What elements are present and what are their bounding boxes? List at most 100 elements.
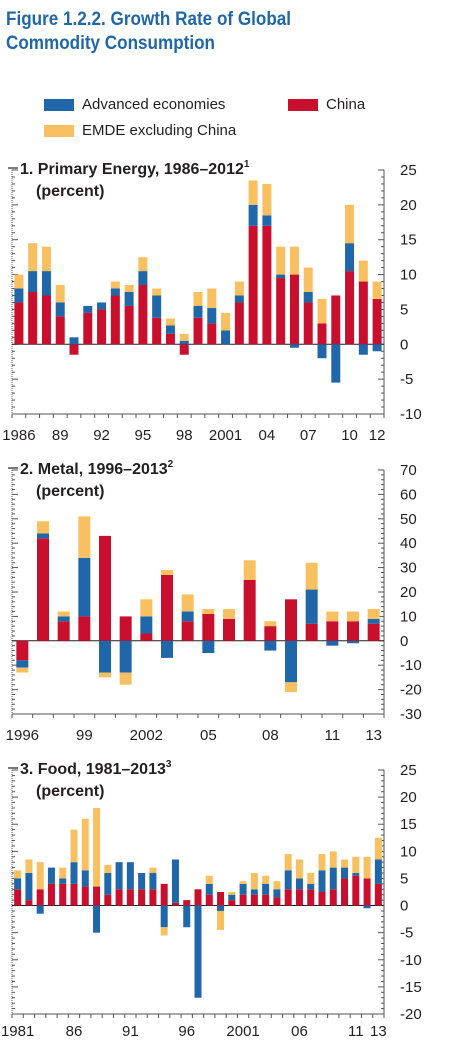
y-tick-label-metal: 10 <box>400 608 417 625</box>
bar-china-2004 <box>262 225 272 345</box>
bar-advanced-economies-1996 <box>16 660 29 668</box>
bar-emde-excluding-china-1998 <box>57 611 70 617</box>
bar-emde-excluding-china-2010 <box>341 859 349 868</box>
bar-advanced-economies-2013 <box>367 618 380 624</box>
bar-advanced-economies-2009 <box>331 344 341 383</box>
bar-emde-excluding-china-2006 <box>289 246 299 275</box>
bar-emde-excluding-china-2013 <box>374 837 382 860</box>
bar-advanced-economies-2006 <box>289 344 299 348</box>
bar-emde-excluding-china-1993 <box>110 281 120 289</box>
bar-china-2000 <box>207 323 217 345</box>
bar-emde-excluding-china-1987 <box>81 818 89 871</box>
x-tick-label-food: 96 <box>178 1023 195 1040</box>
y-tick-label-food: -15 <box>400 979 422 996</box>
bar-emde-excluding-china-2001 <box>119 672 132 685</box>
bar-advanced-economies-1983 <box>36 905 44 914</box>
bar-emde-excluding-china-2006 <box>295 859 303 879</box>
bar-advanced-economies-2002 <box>234 295 244 303</box>
y-tick-label-energy: 5 <box>400 301 408 318</box>
y-tick-label-food: 15 <box>400 816 417 833</box>
bar-advanced-economies-1990 <box>115 862 123 890</box>
y-tick-label-metal: 30 <box>400 560 417 577</box>
bar-advanced-economies-2002 <box>250 889 258 895</box>
bar-emde-excluding-china-2003 <box>248 180 258 205</box>
bar-china-2012 <box>347 621 359 641</box>
bar-china-2012 <box>372 298 382 345</box>
x-tick-label-metal: 13 <box>365 727 382 744</box>
y-tick-label-food: 10 <box>400 843 417 860</box>
bar-china-1989 <box>55 316 65 345</box>
bar-china-1998 <box>205 894 213 906</box>
bar-emde-excluding-china-1983 <box>36 862 44 890</box>
bar-china-2002 <box>140 633 153 641</box>
bar-china-1993 <box>110 295 120 345</box>
bar-advanced-economies-2008 <box>317 344 327 359</box>
bar-china-2005 <box>284 889 292 906</box>
bar-china-1984 <box>47 883 55 906</box>
bar-emde-excluding-china-1997 <box>37 521 49 534</box>
bar-china-2001 <box>119 616 132 641</box>
bar-emde-excluding-china-2011 <box>326 611 339 622</box>
bar-advanced-economies-2013 <box>374 859 382 884</box>
bar-emde-excluding-china-1994 <box>160 927 168 936</box>
x-tick-label-metal: 08 <box>262 727 279 744</box>
bar-advanced-economies-1990 <box>69 337 79 345</box>
bar-advanced-economies-2000 <box>228 894 236 901</box>
bar-advanced-economies-1998 <box>179 340 189 345</box>
x-tick-label-food: 13 <box>370 1023 387 1040</box>
y-tick-label-top-energy: 25 <box>400 162 417 179</box>
bar-china-1997 <box>194 889 202 906</box>
legend-item-advanced: Advanced economies <box>44 96 225 113</box>
x-tick-label-metal: 1996 <box>6 727 39 744</box>
y-tick-label-food: -10 <box>400 952 422 969</box>
bar-advanced-economies-1981 <box>14 878 22 890</box>
bar-advanced-economies-1999 <box>78 557 91 617</box>
y-tick-label-energy: -5 <box>400 371 413 388</box>
chart-primary-energy: -10 -5 0 5 10 15 20 25 1. Primary Energy, 1986–2… <box>2 159 421 444</box>
legend-swatch-china <box>288 98 318 111</box>
bar-advanced-economies-1988 <box>93 905 101 933</box>
bar-china-1995 <box>171 902 179 906</box>
x-tick-label-food: 2001 <box>226 1023 259 1040</box>
bar-advanced-economies-2011 <box>358 344 368 355</box>
x-tick-label-metal: 05 <box>200 727 217 744</box>
bar-china-1989 <box>104 894 112 906</box>
bar-china-1997 <box>37 538 49 641</box>
bar-china-2011 <box>326 621 339 641</box>
bar-china-1997 <box>165 333 175 345</box>
bar-advanced-economies-1996 <box>183 905 191 928</box>
legend-swatch-emde <box>44 124 74 137</box>
bar-emde-excluding-china-1989 <box>104 864 112 874</box>
bar-advanced-economies-1985 <box>59 878 67 884</box>
bar-emde-excluding-china-2002 <box>140 599 153 617</box>
bar-advanced-economies-2000 <box>99 640 111 673</box>
bar-china-1986 <box>70 883 78 906</box>
bar-emde-excluding-china-2010 <box>305 562 318 590</box>
bar-emde-excluding-china-2003 <box>262 875 270 884</box>
bar-china-2011 <box>352 875 360 906</box>
bar-emde-excluding-china-2009 <box>285 682 297 693</box>
bar-advanced-economies-2012 <box>347 640 359 644</box>
bar-emde-excluding-china-2008 <box>318 854 326 871</box>
bar-advanced-economies-1991 <box>126 862 134 890</box>
bar-advanced-economies-2010 <box>305 589 318 624</box>
x-tick-label-energy: 1986 <box>2 427 35 444</box>
chart-metal: -30 -20 -10 0 10 20 30 40 50 60 70 2. Metal, 1996–2… <box>6 459 422 744</box>
bar-advanced-economies-2006 <box>295 878 303 890</box>
bar-emde-excluding-china-2000 <box>99 672 111 678</box>
bar-emde-excluding-china-1989 <box>55 285 65 303</box>
bar-emde-excluding-china-2005 <box>276 246 286 275</box>
figure-title: Figure 1.2.2. Growth Rate of Global Comm… <box>6 8 402 56</box>
bar-advanced-economies-1986 <box>70 862 78 884</box>
bar-advanced-economies-1999 <box>217 905 225 911</box>
bar-emde-excluding-china-1986 <box>70 829 78 863</box>
bar-emde-excluding-china-1994 <box>124 285 134 292</box>
bar-china-1982 <box>25 900 33 906</box>
bar-china-1996 <box>152 317 162 345</box>
bar-emde-excluding-china-2006 <box>223 609 235 619</box>
bar-advanced-economies-2009 <box>329 867 337 890</box>
y-tick-label-top-food: 25 <box>400 762 417 779</box>
bar-china-1993 <box>149 889 157 906</box>
panel-title-metal: 2. Metal, 1996–20132 <box>20 459 174 478</box>
bar-emde-excluding-china-2000 <box>228 892 236 895</box>
